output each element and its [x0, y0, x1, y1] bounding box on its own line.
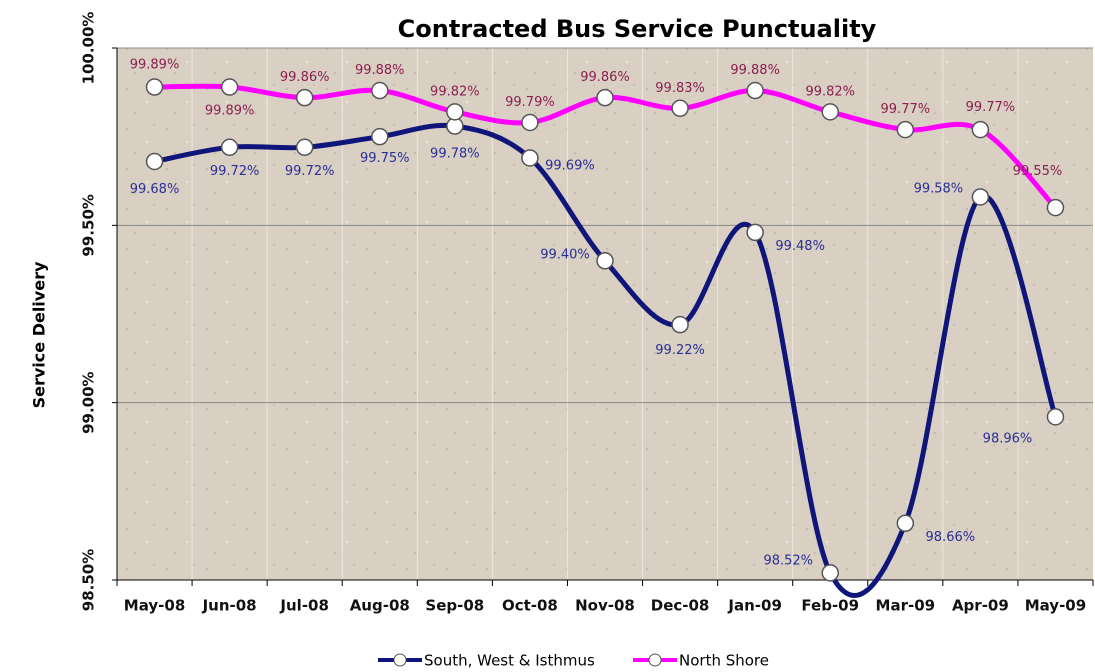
data-point [521, 149, 539, 167]
x-tick-label: Apr-09 [952, 597, 1009, 615]
data-point [746, 81, 764, 100]
data-label: 99.72% [285, 164, 335, 179]
data-point [145, 78, 164, 96]
x-tick-label: Jan-09 [727, 597, 781, 615]
x-tick-label: Jun-08 [202, 597, 257, 615]
y-tick-label: 99.00% [80, 371, 98, 433]
data-point [671, 99, 689, 118]
plot-area [117, 48, 1093, 580]
x-tick-label: Oct-08 [502, 597, 558, 615]
data-point [821, 564, 839, 582]
data-label: 99.88% [355, 63, 405, 78]
data-label: 99.83% [655, 81, 705, 96]
data-point [896, 514, 915, 533]
data-point [295, 88, 314, 107]
data-label: 99.78% [430, 147, 480, 162]
data-label: 99.68% [130, 182, 180, 197]
data-point [671, 315, 689, 334]
data-label: 98.66% [926, 530, 976, 545]
data-point [1046, 198, 1065, 217]
data-point [371, 127, 389, 146]
y-tick-label: 98.50% [80, 549, 98, 611]
x-tick-label: Sep-08 [425, 597, 484, 615]
data-label: 99.58% [914, 181, 964, 196]
data-label: 98.52% [763, 553, 813, 568]
data-point [371, 81, 389, 100]
x-tick-label: Nov-08 [575, 597, 635, 615]
data-label: 99.82% [430, 84, 480, 99]
legend-marker [648, 653, 662, 667]
data-point [446, 103, 464, 121]
x-tick-label: Feb-09 [801, 597, 859, 615]
data-label: 99.69% [545, 158, 595, 173]
x-tick-label: Aug-08 [350, 597, 410, 615]
data-point [971, 188, 990, 206]
legend-label: North Shore [679, 652, 769, 670]
legend-marker [393, 653, 407, 667]
data-point [896, 120, 915, 139]
data-label: 99.89% [205, 104, 255, 119]
legend-label: South, West & Isthmus [424, 652, 595, 670]
x-tick-label: Dec-08 [651, 597, 710, 615]
data-label: 99.75% [360, 151, 410, 166]
data-point [521, 113, 539, 132]
data-point [971, 120, 990, 139]
data-label: 99.77% [881, 102, 931, 117]
data-label: 99.22% [655, 343, 705, 358]
data-point [596, 252, 614, 270]
y-tick-label: 99.50% [80, 194, 98, 256]
data-point [295, 138, 314, 157]
data-point [145, 152, 164, 171]
chart-title: Contracted Bus Service Punctuality [398, 15, 877, 43]
x-tick-label: Jul-08 [279, 597, 329, 615]
data-label: 98.96% [983, 431, 1033, 446]
data-label: 99.89% [130, 58, 180, 73]
data-label: 99.77% [966, 100, 1016, 115]
y-tick-label: 100.00% [80, 12, 98, 85]
data-point [220, 138, 239, 157]
data-label: 99.88% [730, 63, 780, 78]
data-point [746, 223, 764, 242]
x-tick-label: Mar-09 [876, 597, 936, 615]
y-axis-label: Service Delivery [30, 261, 49, 408]
data-label: 99.40% [540, 247, 590, 262]
data-label: 99.86% [580, 70, 630, 85]
x-tick-label: May-08 [124, 597, 185, 615]
data-label: 99.55% [1013, 164, 1063, 179]
data-point [1046, 408, 1065, 426]
series-line [154, 122, 1058, 598]
x-tick-label: May-09 [1025, 597, 1086, 615]
data-point [596, 88, 614, 107]
data-label: 99.48% [775, 239, 825, 254]
data-point [821, 103, 839, 121]
data-label: 99.72% [210, 164, 260, 179]
data-label: 99.79% [505, 95, 555, 110]
data-label: 99.86% [280, 70, 330, 85]
data-label: 99.82% [805, 84, 855, 99]
data-point [220, 78, 239, 96]
